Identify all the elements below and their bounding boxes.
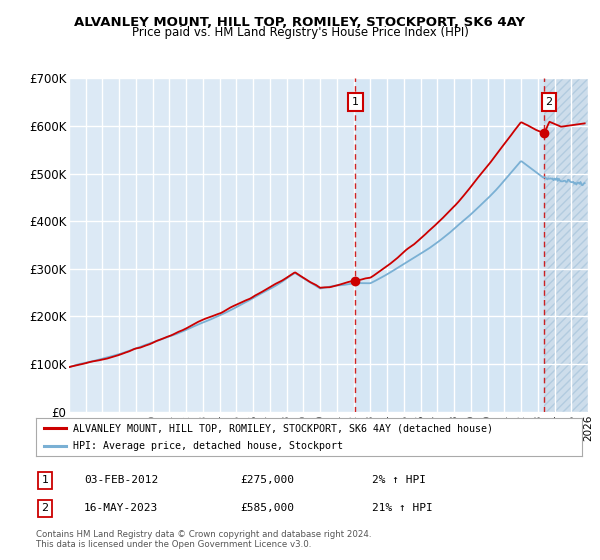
Text: 2% ↑ HPI: 2% ↑ HPI [372, 475, 426, 486]
Text: ALVANLEY MOUNT, HILL TOP, ROMILEY, STOCKPORT, SK6 4AY (detached house): ALVANLEY MOUNT, HILL TOP, ROMILEY, STOCK… [73, 423, 493, 433]
Text: 1: 1 [41, 475, 49, 486]
Text: £275,000: £275,000 [240, 475, 294, 486]
Text: 16-MAY-2023: 16-MAY-2023 [84, 503, 158, 514]
Text: Contains HM Land Registry data © Crown copyright and database right 2024.: Contains HM Land Registry data © Crown c… [36, 530, 371, 539]
Text: £585,000: £585,000 [240, 503, 294, 514]
Text: 21% ↑ HPI: 21% ↑ HPI [372, 503, 433, 514]
Bar [544, 78, 588, 412]
Text: 03-FEB-2012: 03-FEB-2012 [84, 475, 158, 486]
Text: 2: 2 [41, 503, 49, 514]
Text: This data is licensed under the Open Government Licence v3.0.: This data is licensed under the Open Gov… [36, 540, 311, 549]
Text: Price paid vs. HM Land Registry's House Price Index (HPI): Price paid vs. HM Land Registry's House … [131, 26, 469, 39]
Text: 2: 2 [545, 97, 553, 107]
Bar [544, 78, 588, 412]
Text: ALVANLEY MOUNT, HILL TOP, ROMILEY, STOCKPORT, SK6 4AY: ALVANLEY MOUNT, HILL TOP, ROMILEY, STOCK… [74, 16, 526, 29]
Text: HPI: Average price, detached house, Stockport: HPI: Average price, detached house, Stoc… [73, 441, 343, 451]
Bar [355, 78, 544, 412]
Text: 1: 1 [352, 97, 359, 107]
